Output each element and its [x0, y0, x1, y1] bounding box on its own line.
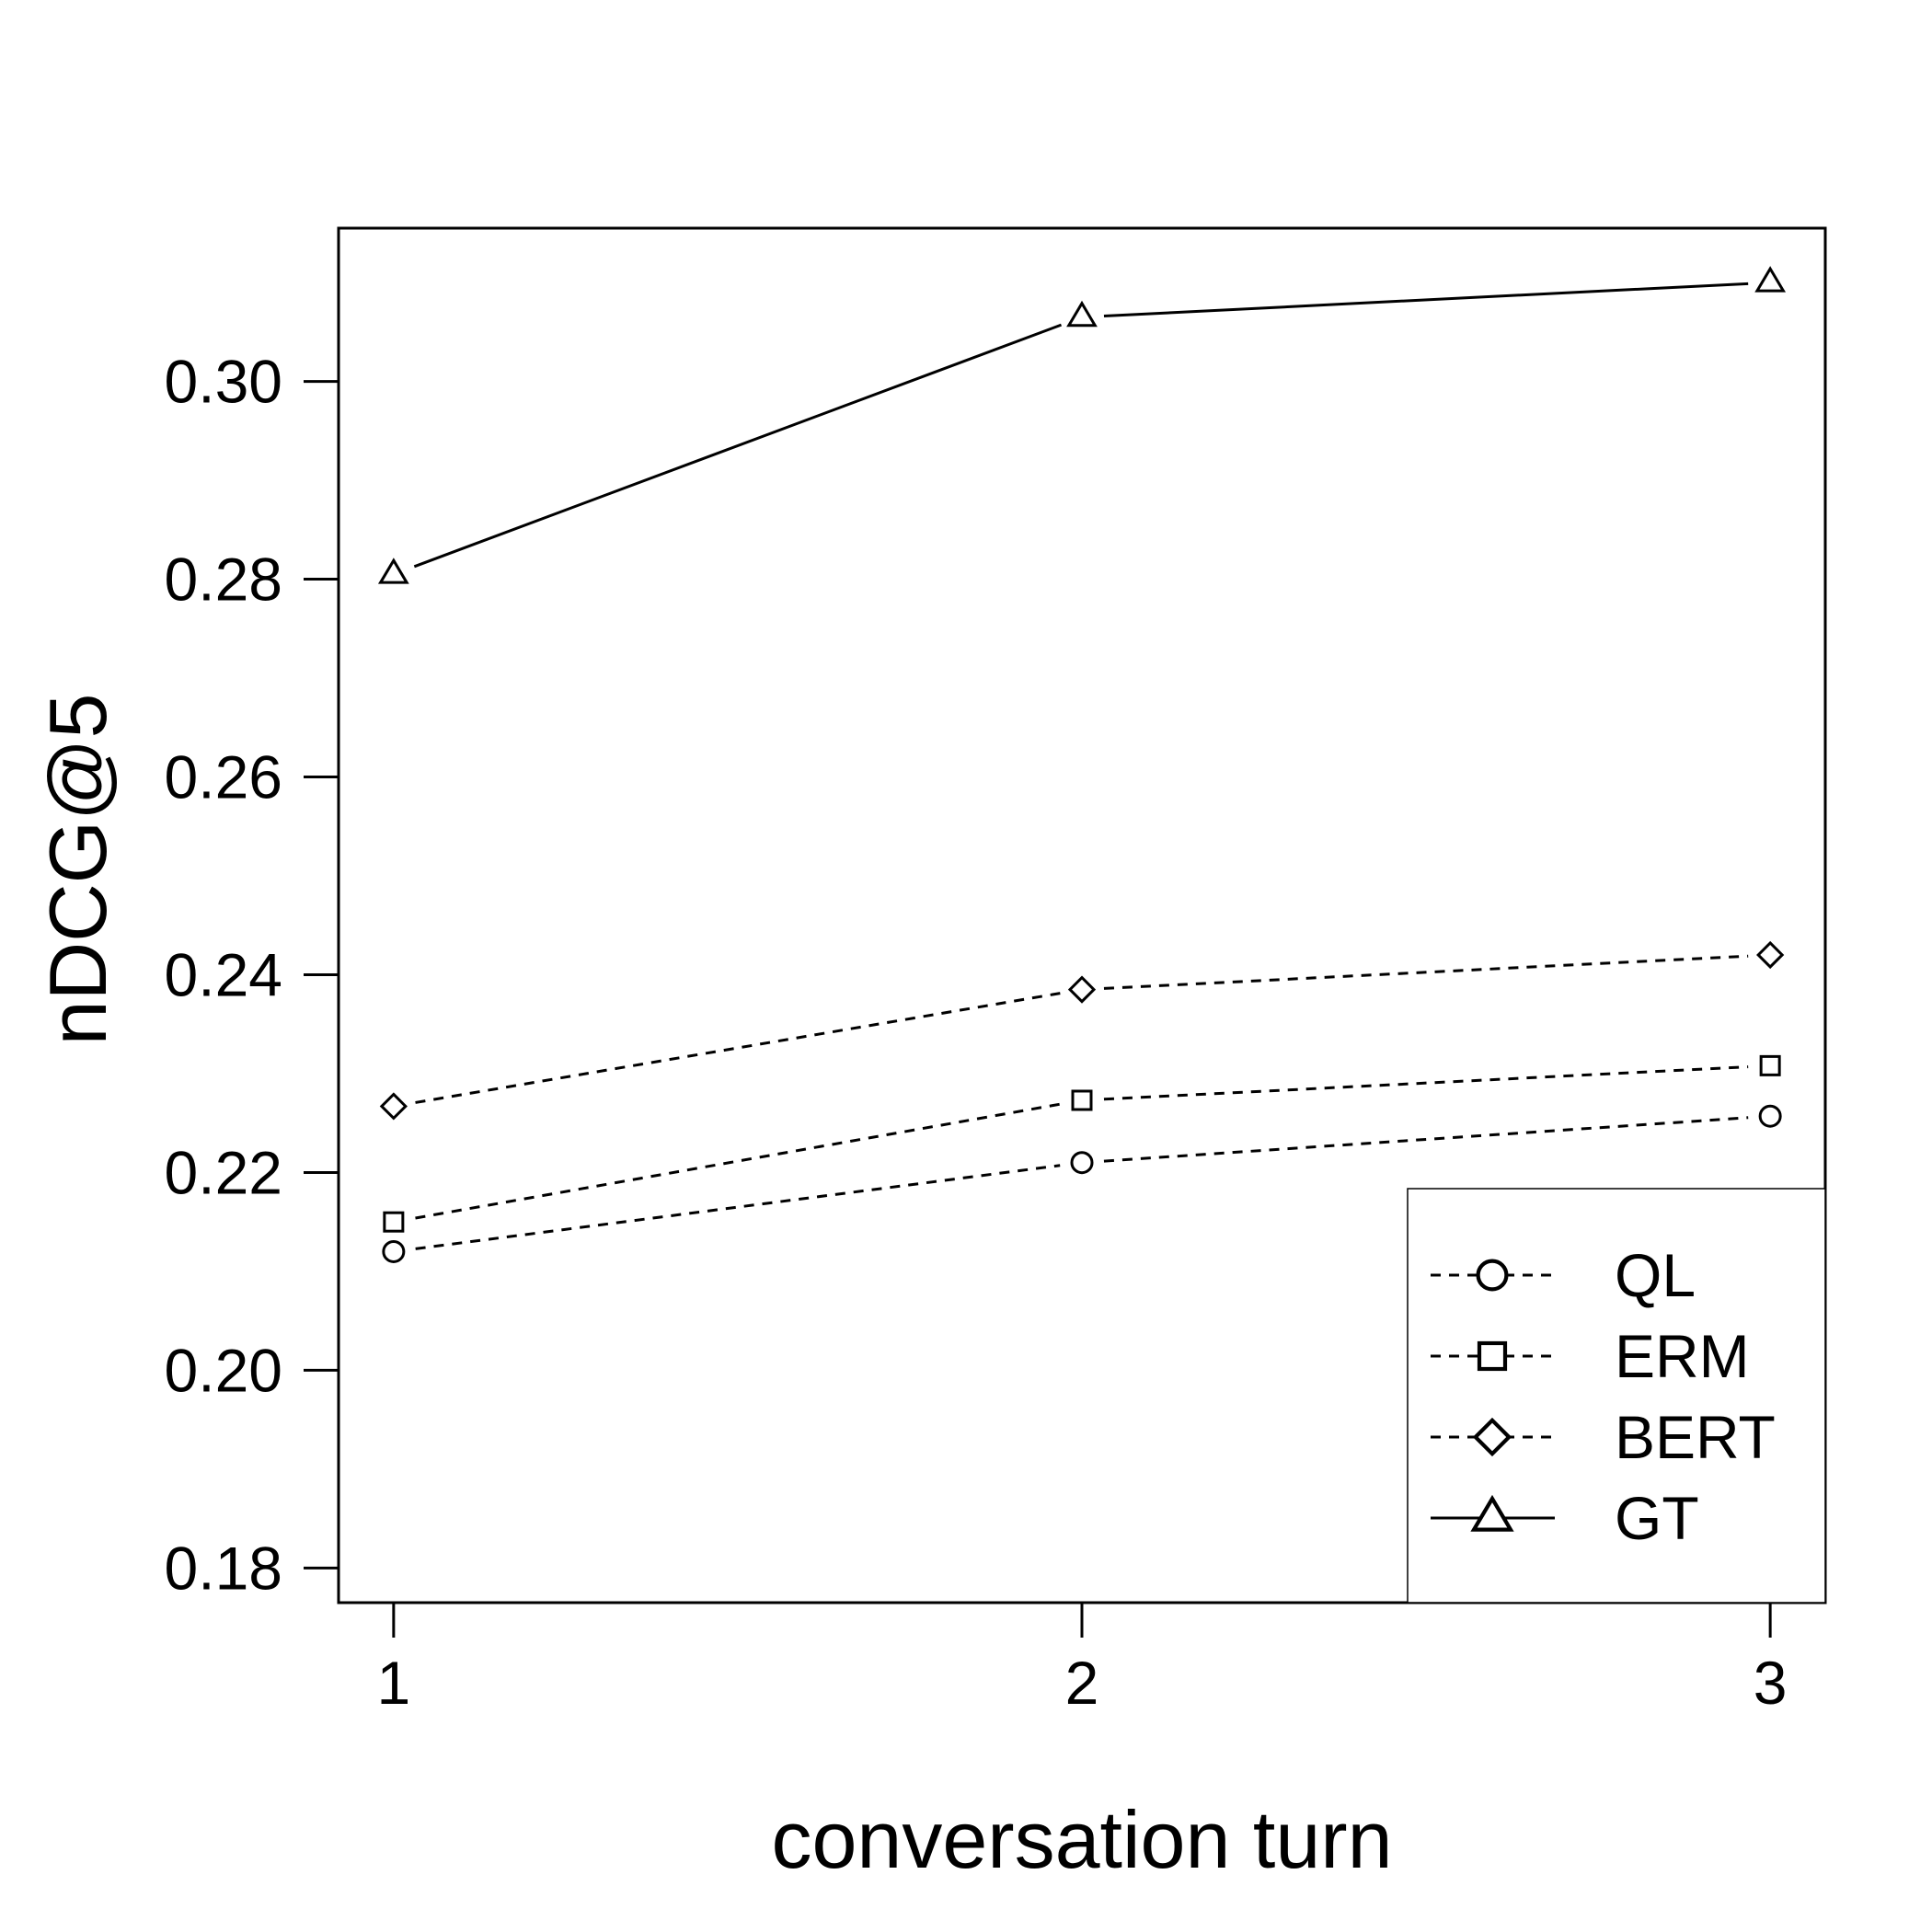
y-tick-label: 0.18: [165, 1534, 282, 1602]
x-tick-label: 2: [1065, 1649, 1099, 1717]
data-point-bert: [1756, 940, 1785, 970]
data-point-ql: [382, 1239, 406, 1263]
data-point-bert: [1067, 975, 1097, 1004]
y-axis: 0.18 0.20 0.22 0.24 0.26 0.28 0.30: [165, 348, 340, 1602]
y-axis-title: nDCG@5: [32, 694, 123, 1046]
legend: QL ERM BERT GT: [1407, 1188, 1826, 1604]
series-line-bert: [1103, 954, 1749, 990]
series-gt: [377, 266, 1787, 584]
series-line-ql: [415, 1164, 1061, 1250]
y-tick-label: 0.20: [165, 1336, 282, 1404]
series-line-erm: [1103, 1065, 1749, 1101]
data-point-gt: [377, 558, 409, 584]
data-point-gt: [1066, 300, 1098, 328]
series-layer: [377, 266, 1787, 1263]
y-tick-label: 0.28: [165, 546, 282, 614]
x-tick-label: 1: [376, 1649, 410, 1717]
legend-marker-bert: [1472, 1417, 1512, 1457]
legend-box: [1407, 1188, 1826, 1604]
x-tick-label: 3: [1754, 1649, 1788, 1717]
legend-label-erm: ERM: [1615, 1322, 1750, 1390]
data-point-ql: [1070, 1151, 1094, 1175]
y-tick-label: 0.22: [165, 1138, 282, 1206]
series-line-gt: [413, 323, 1063, 569]
series-line-ql: [1103, 1116, 1749, 1163]
data-point-erm: [1071, 1089, 1093, 1111]
y-tick-label: 0.26: [165, 743, 282, 811]
series-erm: [383, 1054, 1781, 1233]
series-line-gt: [1103, 282, 1749, 318]
data-point-erm: [1759, 1054, 1781, 1076]
data-point-erm: [383, 1211, 405, 1233]
series-line-bert: [415, 992, 1061, 1104]
legend-label-bert: BERT: [1615, 1403, 1776, 1471]
x-axis-title: conversation turn: [771, 1794, 1392, 1885]
data-point-ql: [1758, 1104, 1782, 1128]
series-line-erm: [415, 1102, 1061, 1220]
legend-marker-gt: [1470, 1494, 1514, 1532]
y-tick-label: 0.24: [165, 940, 282, 1008]
legend-marker-erm: [1477, 1340, 1508, 1372]
legend-label-ql: QL: [1615, 1241, 1696, 1309]
series-ql: [382, 1104, 1782, 1263]
legend-label-gt: GT: [1615, 1484, 1699, 1552]
series-bert: [379, 940, 1785, 1121]
x-axis: 1 2 3: [376, 1601, 1788, 1717]
legend-marker-ql: [1476, 1259, 1509, 1292]
data-point-gt: [1754, 266, 1787, 293]
data-point-bert: [379, 1092, 408, 1121]
y-tick-label: 0.30: [165, 348, 282, 416]
